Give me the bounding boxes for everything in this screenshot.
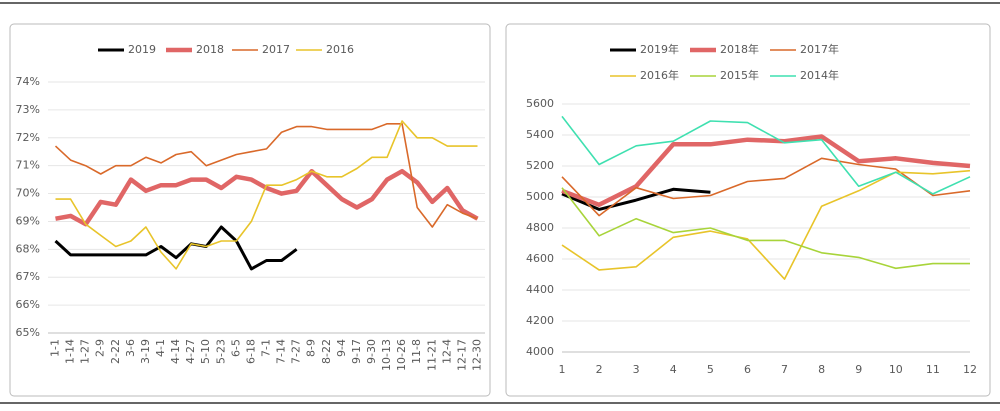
x-tick-label: 6: [744, 363, 751, 376]
x-tick-label: 12-17: [455, 339, 468, 371]
y-tick-label: 5400: [526, 128, 554, 141]
y-tick-label: 74%: [16, 75, 40, 88]
legend-label: 2017年: [800, 42, 839, 56]
x-tick-label: 7-1: [260, 339, 273, 357]
x-tick-label: 1-14: [64, 339, 77, 364]
y-tick-label: 69%: [16, 214, 40, 227]
x-tick-label: 12: [963, 363, 977, 376]
x-tick-label: 7-27: [290, 339, 303, 364]
legend-label: 2015年: [720, 68, 759, 82]
y-tick-label: 70%: [16, 187, 40, 200]
y-tick-label: 5200: [526, 159, 554, 172]
y-tick-label: 5000: [526, 190, 554, 203]
y-tick-label: 4400: [526, 283, 554, 296]
series-line: [561, 115, 971, 195]
series-line: [54, 225, 298, 271]
legend-label: 2016: [326, 43, 354, 56]
x-tick-label: 3-6: [124, 339, 137, 357]
x-tick-label: 1-1: [49, 339, 62, 357]
x-tick-label: 2-22: [109, 339, 122, 364]
series-line: [55, 168, 479, 227]
y-tick-label: 73%: [16, 103, 40, 116]
legend-label: 2014年: [800, 68, 839, 82]
right-panel: [505, 23, 991, 397]
x-tick-label: 8-22: [320, 339, 333, 364]
series-line: [561, 134, 971, 208]
y-tick-label: 67%: [16, 270, 40, 283]
series-line: [561, 169, 971, 280]
x-tick-label: 5-10: [199, 339, 212, 364]
x-tick-label: 6-5: [229, 339, 242, 357]
x-tick-label: 10-26: [395, 339, 408, 371]
y-tick-label: 68%: [16, 242, 40, 255]
x-tick-label: 1: [559, 363, 566, 376]
legend-label: 2016年: [640, 68, 679, 82]
legend-label: 2019: [128, 43, 156, 56]
x-tick-label: 9-17: [350, 339, 363, 364]
series-line: [54, 123, 478, 228]
legend-label: 2018年: [720, 42, 759, 56]
x-tick-label: 6-18: [244, 339, 257, 364]
y-tick-label: 72%: [16, 131, 40, 144]
x-tick-label: 7-14: [275, 339, 288, 364]
y-tick-label: 71%: [16, 159, 40, 172]
legend-label: 2019年: [640, 42, 679, 56]
x-tick-label: 4: [670, 363, 677, 376]
x-tick-label: 5: [707, 363, 714, 376]
series-line: [561, 187, 970, 270]
x-tick-label: 10-13: [380, 339, 393, 371]
x-tick-label: 5-23: [214, 339, 227, 364]
x-tick-label: 4-1: [154, 339, 167, 357]
series-line: [55, 120, 478, 270]
y-tick-label: 5600: [526, 97, 554, 110]
x-tick-label: 9-30: [365, 339, 378, 364]
y-tick-label: 4600: [526, 252, 554, 265]
x-tick-label: 11-21: [425, 339, 438, 371]
x-tick-label: 1-27: [79, 339, 92, 364]
x-tick-label: 2-9: [94, 339, 107, 357]
y-tick-label: 65%: [16, 326, 40, 339]
left-panel: [9, 23, 491, 397]
x-tick-label: 9: [855, 363, 862, 376]
x-tick-label: 2: [596, 363, 603, 376]
x-tick-label: 9-4: [335, 339, 348, 357]
x-tick-label: 12-30: [470, 339, 483, 371]
x-tick-label: 11: [926, 363, 940, 376]
y-tick-label: 4200: [526, 314, 554, 327]
legend-label: 2017: [262, 43, 290, 56]
legend-label: 2018: [196, 43, 224, 56]
x-tick-label: 12-4: [440, 339, 453, 364]
x-tick-label: 4-14: [169, 339, 182, 364]
y-tick-label: 66%: [16, 298, 40, 311]
x-tick-label: 7: [781, 363, 788, 376]
x-tick-label: 3: [633, 363, 640, 376]
x-tick-label: 11-8: [410, 339, 423, 364]
x-tick-label: 10: [889, 363, 903, 376]
y-tick-label: 4000: [526, 345, 554, 358]
series-line: [561, 187, 711, 211]
x-tick-label: 4-27: [184, 339, 197, 364]
series-line: [561, 157, 971, 217]
x-tick-label: 8: [818, 363, 825, 376]
x-tick-label: 3-19: [139, 339, 152, 364]
y-tick-label: 4800: [526, 221, 554, 234]
x-tick-label: 8-9: [305, 339, 318, 357]
